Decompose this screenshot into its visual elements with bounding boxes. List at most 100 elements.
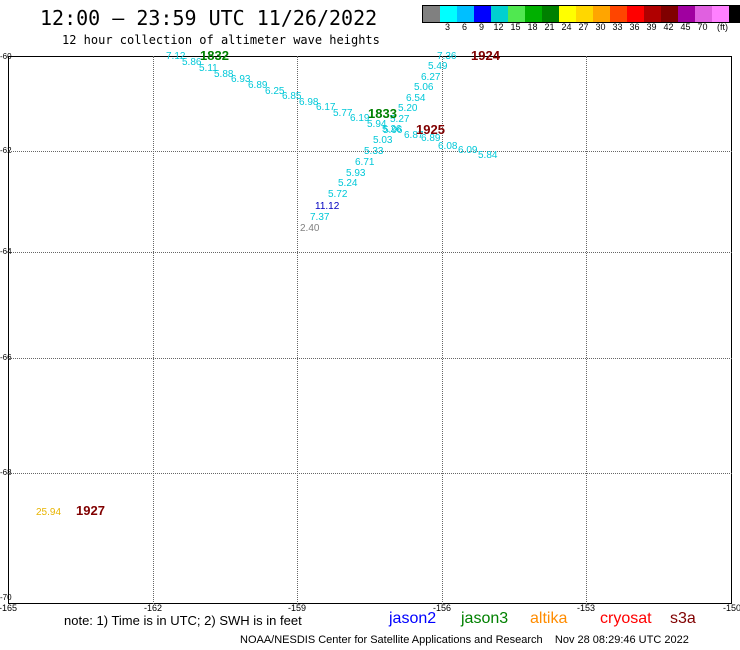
wave-height-label: 2.40 [300, 223, 320, 234]
wave-height-label: 5.72 [328, 189, 348, 200]
wave-height-label: 5.96 [383, 125, 403, 136]
scale-swatch [661, 6, 678, 22]
scale-tick-label: 21 [544, 22, 555, 32]
latitude-label: -68 [0, 468, 12, 477]
latitude-gridline [8, 252, 732, 253]
wave-height-label: 5.84 [478, 150, 498, 161]
scale-swatch [627, 6, 644, 22]
scale-swatch [457, 6, 474, 22]
longitude-label: -153 [576, 603, 596, 613]
wave-height-label: 6.54 [406, 93, 426, 104]
scale-swatch [644, 6, 661, 22]
wave-height-label: 6.89 [421, 133, 441, 144]
scale-swatch [491, 6, 508, 22]
wave-height-label: 6.98 [299, 97, 319, 108]
color-scale [422, 5, 740, 23]
scale-tick-label: 30 [595, 22, 606, 32]
latitude-label: -70 [0, 593, 12, 602]
longitude-gridline [297, 56, 298, 604]
pass-time-label: 1927 [76, 503, 105, 518]
wave-height-label: 5.27 [390, 114, 410, 125]
satellite-legend-jason3: jason3 [461, 610, 509, 627]
scale-tick-label: 24 [561, 22, 572, 32]
latitude-gridline [8, 151, 732, 152]
wave-height-label: 6.71 [355, 157, 375, 168]
scale-swatch [559, 6, 576, 22]
wave-height-label: 5.24 [338, 178, 358, 189]
longitude-label: -150 [722, 603, 740, 613]
wave-height-label: 5.33 [364, 146, 384, 157]
scale-tick-label: 39 [646, 22, 657, 32]
wave-height-label: 7.36 [437, 51, 457, 62]
wave-height-label: 25.94 [36, 507, 62, 518]
pass-time-label: 1925 [416, 122, 445, 137]
longitude-gridline [442, 56, 443, 604]
scale-tick-label: 15 [510, 22, 521, 32]
scale-tick-label: 3 [444, 22, 451, 32]
longitude-label: -156 [432, 603, 452, 613]
satellite-legend-altika: altika [530, 610, 568, 627]
scale-tick-label: 45 [680, 22, 691, 32]
scale-tick-label: 36 [629, 22, 640, 32]
map-subtitle: 12 hour collection of altimeter wave hei… [62, 33, 380, 47]
scale-swatch [712, 6, 729, 22]
latitude-label: -64 [0, 247, 12, 256]
wave-height-label: 6.93 [231, 74, 251, 85]
scale-swatch [729, 6, 740, 22]
wave-height-label: 5.06 [414, 82, 434, 93]
scale-swatch [508, 6, 525, 22]
credit-text: NOAA/NESDIS Center for Satellite Applica… [240, 634, 543, 646]
timestamp-text: Nov 28 08:29:46 UTC 2022 [554, 634, 689, 646]
scale-tick-label: 42 [663, 22, 674, 32]
wave-height-label: 5.93 [346, 168, 366, 179]
wave-height-label: 5.88 [214, 69, 234, 80]
wave-height-label: 6.17 [316, 102, 336, 113]
wave-height-label: 6.89 [248, 80, 268, 91]
longitude-gridline [586, 56, 587, 604]
wave-height-label: 6.08 [438, 141, 458, 152]
color-scale-labels: 3 6 9 12 15 18 21 24 27 30 33 36 39 42 45 70 (ft) [422, 22, 740, 34]
wave-height-label: 6.85 [282, 91, 302, 102]
wave-height-label: 5.11 [199, 63, 218, 74]
scale-swatch [695, 6, 712, 22]
latitude-label: -62 [0, 146, 12, 155]
scale-swatch [542, 6, 559, 22]
scale-tick-label: 27 [578, 22, 589, 32]
wave-height-label: 5.20 [398, 103, 418, 114]
scale-swatch [610, 6, 627, 22]
scale-tick-label: 18 [527, 22, 538, 32]
satellite-legend-jason2: jason2 [389, 610, 437, 627]
wave-height-label: 5.86 [182, 57, 202, 68]
wave-height-label: 5.03 [373, 135, 393, 146]
map-title: 12:00 – 23:59 UTC 11/26/2022 [40, 6, 378, 30]
longitude-label: -162 [143, 603, 163, 613]
scale-swatch [593, 6, 610, 22]
pass-time-label: 1924 [471, 48, 500, 63]
wave-height-label: 5.94 [367, 119, 387, 130]
wave-height-label: 5.26 [382, 124, 402, 135]
scale-tick-label: 6 [461, 22, 468, 32]
scale-unit-label: (ft) [717, 22, 728, 32]
pass-time-label: 1833 [368, 106, 397, 121]
pass-time-label: 1832 [200, 48, 229, 63]
scale-tick-label: 70 [697, 22, 708, 32]
scale-tick-label: 12 [493, 22, 504, 32]
longitude-label: -165 [0, 603, 18, 613]
wave-height-label: 7.37 [310, 212, 330, 223]
satellite-legend-cryosat: cryosat [600, 610, 652, 627]
scale-tick-label: 33 [612, 22, 623, 32]
map-plot-frame [8, 56, 732, 604]
scale-swatch [440, 6, 457, 22]
footer-note: note: 1) Time is in UTC; 2) SWH is in fe… [64, 613, 302, 628]
scale-swatch [474, 6, 491, 22]
wave-height-label: 7.12 [166, 51, 186, 62]
wave-height-label: 6.27 [421, 72, 441, 83]
longitude-label: -159 [287, 603, 307, 613]
scale-swatch [525, 6, 542, 22]
wave-height-label: 6.09 [458, 145, 478, 156]
scale-tick-label: 9 [478, 22, 485, 32]
footer-credit: NOAA/NESDIS Center for Satellite Applica… [240, 634, 689, 646]
scale-swatch [576, 6, 593, 22]
wave-height-label: 6.25 [265, 86, 285, 97]
wave-height-label: 6.87 [404, 130, 424, 141]
